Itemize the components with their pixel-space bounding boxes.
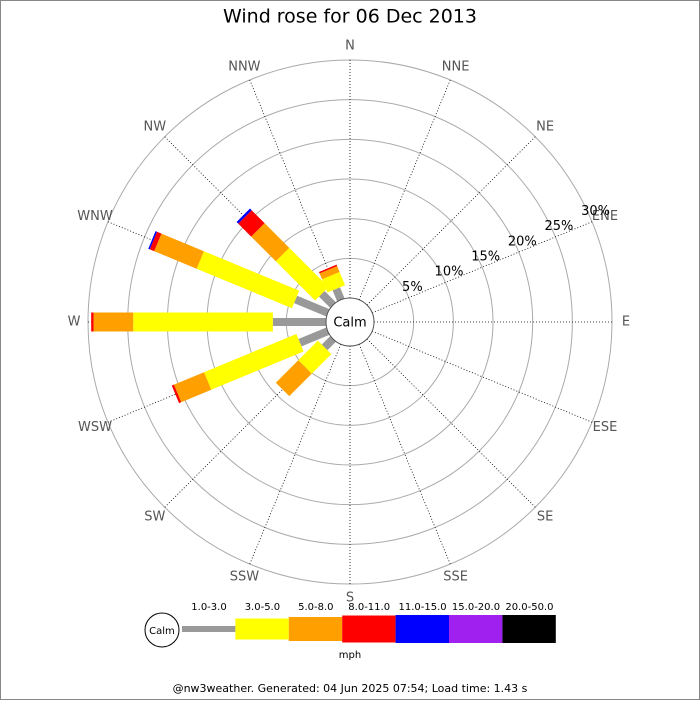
legend-calm-label: Calm (149, 626, 175, 637)
legend-label: 15.0-20.0 (452, 602, 500, 613)
calm-circle (325, 297, 375, 347)
wind-segment (318, 264, 338, 274)
r-tick-label: 10% (435, 265, 464, 280)
direction-label: SW (144, 510, 165, 525)
legend-swatch (395, 615, 449, 643)
wind-segment (275, 247, 329, 301)
direction-label: N (345, 39, 355, 54)
direction-label: NNW (228, 60, 260, 75)
direction-label: S (346, 591, 354, 606)
direction-label: WNW (77, 209, 113, 224)
legend-label: 5.0-8.0 (298, 602, 333, 613)
wind-segment (203, 333, 304, 390)
spoke (372, 221, 593, 314)
wind-segment (298, 340, 332, 374)
wind-segment (294, 295, 330, 317)
wind-segment (196, 251, 300, 309)
r-tick-label: 5% (402, 280, 423, 295)
wind-segment (154, 233, 204, 269)
direction-label: WSW (78, 420, 112, 435)
direction-label: SSE (443, 569, 468, 584)
wind-segment (319, 266, 340, 280)
wind-segment (149, 231, 162, 252)
direction-label: ENE (592, 209, 618, 224)
direction-label: SSW (230, 569, 260, 584)
wind-segment (322, 272, 346, 293)
spoke (249, 79, 342, 300)
legend-swatch (235, 618, 289, 640)
wind-segment (321, 336, 336, 351)
wind-segment (173, 372, 212, 403)
legend-label: 20.0-50.0 (505, 602, 553, 613)
direction-label: NE (536, 119, 554, 134)
legend-swatch (288, 617, 343, 641)
wind-segment (236, 208, 252, 224)
calm-label: Calm (333, 316, 366, 331)
spoke (358, 79, 451, 300)
legend-label: 3.0-5.0 (245, 602, 280, 613)
r-tick-label: 30% (581, 204, 610, 219)
wind-segment (148, 231, 158, 250)
legend-calm (144, 612, 180, 648)
wind-segment (332, 287, 345, 302)
r-tick-label: 25% (544, 219, 573, 234)
legend-unit: mph (339, 650, 361, 661)
spoke (358, 344, 451, 565)
direction-label: NNE (442, 60, 470, 75)
legend-swatch (182, 626, 236, 632)
r-tick-label: 15% (471, 249, 500, 264)
direction-label: W (68, 315, 81, 330)
wind-segment (238, 210, 265, 237)
wind-segment (298, 327, 330, 347)
legend-label: 11.0-15.0 (399, 602, 447, 613)
legend-swatch (502, 615, 556, 643)
direction-label: NW (144, 119, 167, 134)
wind-segment (171, 384, 182, 404)
legend-swatch (342, 615, 396, 643)
wind-segment (275, 360, 312, 397)
direction-label: ESE (593, 420, 618, 435)
wind-segment (133, 312, 273, 332)
spoke (366, 136, 536, 306)
wind-segment (93, 312, 134, 332)
wind-segment (91, 312, 94, 332)
wind-segment (318, 290, 336, 308)
spoke (372, 330, 593, 423)
chart-title: Wind rose for 06 Dec 2013 (223, 6, 477, 28)
direction-label: SE (537, 510, 553, 525)
direction-label: E (622, 315, 630, 330)
wind-segment (251, 223, 290, 262)
legend-label: 8.0-11.0 (348, 602, 390, 613)
footer: @nw3weather. Generated: 04 Jun 2025 07:5… (173, 682, 528, 695)
legend-swatch (449, 615, 503, 643)
spoke (249, 344, 342, 565)
spoke (366, 338, 536, 508)
wind-segment (272, 318, 326, 326)
legend-label: 1.0-3.0 (191, 602, 226, 613)
r-tick-label: 20% (508, 234, 537, 249)
